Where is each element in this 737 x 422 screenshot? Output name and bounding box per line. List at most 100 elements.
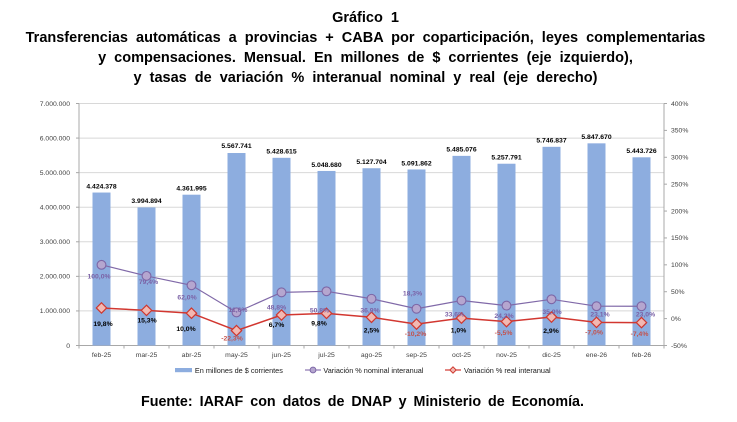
real-value-label: 6,7%: [269, 322, 285, 329]
bar-value-label: 5.567.741: [221, 143, 251, 150]
right-axis-tick-label: 350%: [671, 128, 688, 135]
nominal-point-marker: [591, 301, 602, 312]
real-point-marker: [275, 308, 288, 322]
left-axis-tick-label: 1.000.000: [40, 308, 70, 315]
nominal-point-marker: [321, 286, 332, 297]
right-axis-tick-label: 300%: [671, 155, 688, 162]
real-value-label: 10,0%: [176, 326, 195, 333]
real-point-marker: [140, 304, 153, 317]
right-axis-tick-label: 50%: [671, 289, 685, 296]
x-axis-category-label: abr-25: [182, 352, 202, 359]
nominal-value-label: 35,9%: [542, 309, 561, 316]
x-axis-category-label: may-25: [225, 352, 248, 359]
source-note: Fuente: IARAF con datos de DNAP y Minist…: [141, 394, 584, 410]
bar-value-label: 4.361.995: [176, 185, 206, 192]
title-line-1: Gráfico 1: [332, 10, 399, 26]
nominal-value-label: 48,8%: [267, 305, 286, 312]
nominal-value-label: 62,0%: [177, 295, 196, 302]
nominal-point-marker: [186, 280, 197, 291]
bar: [542, 146, 561, 346]
bar: [317, 170, 336, 346]
bar: [587, 143, 606, 346]
bar: [362, 168, 381, 346]
legend-nominal-swatch: [304, 366, 321, 374]
nominal-value-label: 11,6%: [229, 307, 248, 314]
real-value-label: -5,5%: [495, 330, 513, 337]
nominal-value-label: 23,0%: [636, 312, 655, 319]
real-value-label: -10,2%: [405, 331, 427, 338]
real-point-marker: [635, 316, 648, 329]
x-axis-category-label: ago-25: [361, 352, 382, 359]
real-value-label: -7,0%: [585, 330, 603, 337]
legend-item-real: Variación % real interanual: [445, 365, 551, 375]
legend-real-swatch: [445, 366, 462, 374]
real-point-marker: [320, 307, 333, 320]
bar: [632, 157, 651, 346]
bar-value-label: 5.485.076: [446, 147, 476, 154]
real-point-marker: [545, 311, 558, 324]
bar-value-label: 5.257.791: [491, 155, 521, 162]
legend-label-real: Variación % real interanual: [463, 365, 551, 375]
nominal-point-marker: [456, 295, 467, 306]
nominal-value-label: 23,1%: [590, 311, 609, 318]
bar-value-label: 5.048.680: [311, 162, 341, 169]
nominal-value-label: 33,6%: [445, 311, 464, 318]
bar-value-label: 3.994.894: [131, 198, 161, 205]
x-axis-category-label: jul-25: [317, 352, 335, 359]
legend-bar-swatch: [175, 368, 193, 373]
nominal-point-marker: [636, 301, 647, 312]
x-axis-category-label: feb-25: [92, 352, 111, 359]
right-axis-tick-label: 400%: [671, 101, 688, 108]
nominal-value-label: 18,3%: [403, 291, 422, 298]
real-value-label: -7,4%: [631, 331, 649, 338]
real-point-marker: [230, 324, 243, 337]
x-axis-category-label: oct-25: [452, 352, 471, 359]
nominal-value-label: 79,4%: [139, 279, 158, 286]
right-axis-tick-label: 250%: [671, 181, 688, 188]
left-axis-tick-label: 7.000.000: [40, 101, 70, 108]
real-point-marker: [365, 311, 378, 324]
bar-value-label: 4.424.378: [86, 183, 116, 190]
real-value-label: 19,8%: [93, 321, 112, 328]
real-value-label: 9,8%: [311, 321, 327, 328]
left-axis-tick-label: 0: [66, 343, 70, 350]
bar: [227, 153, 246, 346]
real-point-marker: [185, 307, 198, 320]
real-value-label: 1,0%: [451, 327, 467, 334]
x-axis-category-label: ene-26: [586, 352, 607, 359]
legend-item-nominal: Variación % nominal interanual: [304, 365, 423, 375]
real-point-marker: [95, 301, 108, 315]
x-axis-category-label: nov-25: [496, 352, 517, 359]
bar-value-label: 5.847.670: [581, 134, 611, 141]
legend-item-bars: En millones de $ corrientes: [175, 366, 283, 375]
real-value-label: -22,3%: [221, 335, 243, 342]
x-axis-category-label: jun-25: [271, 352, 291, 359]
real-point-marker: [590, 316, 603, 329]
real-point-marker: [410, 318, 423, 331]
left-axis-tick-label: 6.000.000: [40, 135, 70, 142]
nominal-value-label: 36,9%: [360, 308, 379, 315]
bar: [272, 157, 291, 346]
right-axis-tick-label: 150%: [671, 235, 688, 242]
legend-label-bars: En millones de $ corrientes: [194, 365, 283, 375]
real-value-label: 2,5%: [364, 328, 380, 335]
chart-title: Gráfico 1 Transferencias automáticas a p…: [0, 8, 734, 88]
x-axis-category-label: feb-26: [632, 352, 651, 359]
nominal-point-marker: [231, 307, 242, 318]
nominal-value-label: 100,0%: [87, 274, 110, 281]
bar-value-label: 5.746.837: [536, 138, 566, 145]
nominal-point-marker: [411, 303, 422, 314]
bar-value-label: 5.428.615: [266, 149, 296, 156]
x-axis-category-label: mar-25: [136, 352, 158, 359]
title-line-3: y compensaciones. Mensual. En millones d…: [98, 50, 633, 66]
left-axis-tick-label: 2.000.000: [40, 274, 70, 281]
nominal-point-marker: [501, 300, 512, 311]
bar: [407, 169, 426, 346]
right-axis-tick-label: 100%: [671, 262, 688, 269]
real-value-label: 15,3%: [137, 318, 156, 325]
right-axis-tick-label: 0%: [671, 316, 681, 323]
bar: [497, 163, 516, 346]
left-axis-tick-label: 3.000.000: [40, 239, 70, 246]
